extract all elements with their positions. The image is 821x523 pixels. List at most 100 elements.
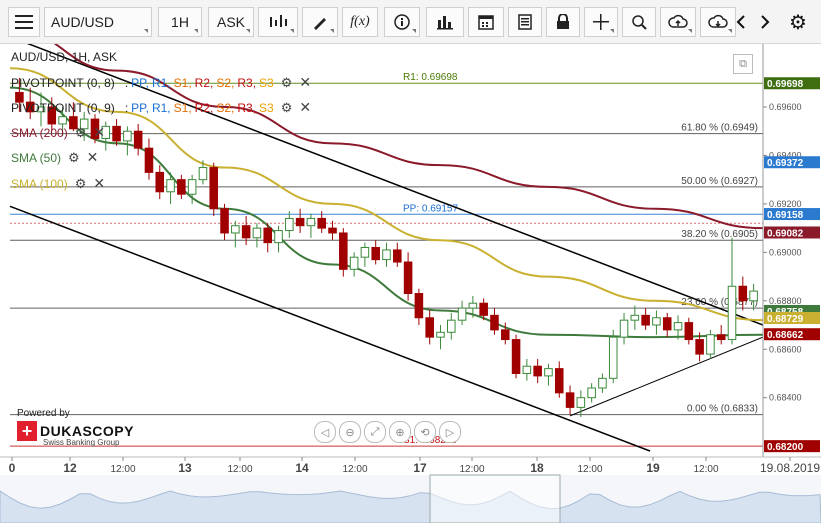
chevron-down-icon <box>194 29 198 33</box>
legend-title: AUD/USD, 1H, ASK <box>11 50 117 64</box>
settings-button[interactable]: ⚙ <box>786 7 810 37</box>
symbol-selector[interactable]: AUD/USD <box>44 7 152 37</box>
navigator-window[interactable] <box>429 474 561 523</box>
sma100-settings-gear-icon[interactable]: ⚙ <box>74 175 87 191</box>
level-label: PP: 0.69157 <box>403 203 458 214</box>
pivot1-close-icon[interactable]: ✕ <box>299 74 312 90</box>
fit-icon[interactable]: ⤢ <box>364 421 386 443</box>
brand-subtitle: Swiss Banking Group <box>43 438 120 447</box>
clipboard-icon <box>518 14 532 30</box>
timeframe-selector[interactable]: 1H <box>158 7 202 37</box>
candle-body <box>58 116 67 125</box>
price-tag <box>764 77 820 90</box>
pivot2-item: S1, <box>173 100 192 115</box>
x-tick-label: 12 <box>63 461 77 475</box>
info-button[interactable] <box>384 7 420 37</box>
candle-body <box>90 118 100 139</box>
zoom-button[interactable] <box>622 7 656 37</box>
zoom-in-icon[interactable]: ⊕ <box>389 421 411 443</box>
candle-body <box>608 336 618 379</box>
sma200-settings-gear-icon[interactable]: ⚙ <box>74 124 87 140</box>
price-tag-label: 0.68662 <box>767 330 804 341</box>
nav-left-icon[interactable]: ◁ <box>314 421 336 443</box>
volume-button[interactable] <box>426 7 464 37</box>
candle-body <box>598 377 607 389</box>
swiss-cross-icon: + <box>17 421 37 441</box>
chart-type-button[interactable] <box>258 7 298 37</box>
y-tick-label: 0.69000 <box>769 247 802 257</box>
legend-sma50: SMA (50) ⚙ ✕ <box>11 149 98 166</box>
calendar-button[interactable] <box>468 7 504 37</box>
price-chart[interactable]: R1: 0.69698 61.80 % (0.6949) 50.00 % (0.69… <box>0 44 821 523</box>
cloud-download-icon <box>708 14 728 28</box>
draw-tool-button[interactable] <box>302 7 338 37</box>
pivot1-settings-gear-icon[interactable]: ⚙ <box>280 74 293 90</box>
candle-body <box>339 232 348 270</box>
price-tag-label: 0.69158 <box>767 210 804 221</box>
price-tag <box>764 440 820 453</box>
sma50-close-icon[interactable]: ✕ <box>86 149 99 165</box>
notes-button[interactable] <box>508 7 542 37</box>
pivot2-settings-gear-icon[interactable]: ⚙ <box>280 99 293 115</box>
y-tick-label: 0.68600 <box>769 344 802 354</box>
price-tag <box>764 208 820 221</box>
x-tick-label: 12:00 <box>110 464 135 475</box>
x-tick-label: 12:00 <box>342 464 367 475</box>
reset-icon[interactable]: ⟲ <box>414 421 436 443</box>
chevron-down-icon <box>610 29 614 33</box>
pivot2-item: S2, <box>216 100 235 115</box>
price-side-selector[interactable]: ASK <box>208 7 254 37</box>
zoom-search-icon <box>632 15 647 30</box>
candle-body <box>317 217 326 229</box>
scroll-right-button[interactable] <box>754 7 776 37</box>
zoom-out-icon[interactable]: ⊖ <box>339 421 361 443</box>
candle-body <box>727 285 737 341</box>
candle-body <box>252 227 262 239</box>
sma200-label: SMA (200) <box>11 125 68 140</box>
price-tag <box>764 156 820 169</box>
candle-body <box>177 179 186 195</box>
candle-body <box>274 230 283 244</box>
info-icon <box>394 14 410 30</box>
hamburger-menu-button[interactable] <box>8 7 40 37</box>
expand-icon[interactable]: ⧉ <box>733 54 753 74</box>
function-icon: f(x) <box>350 14 370 29</box>
volume-bars-icon <box>437 16 453 30</box>
chart-type-icon <box>270 15 287 27</box>
chevron-down-icon <box>290 29 294 33</box>
candle-body <box>695 339 704 355</box>
price-tag-label: 0.69372 <box>767 158 804 169</box>
nav-right-icon[interactable]: ▷ <box>439 421 461 443</box>
pivot2-item: R1, <box>151 100 171 115</box>
crosshair-button[interactable] <box>584 7 618 37</box>
hamburger-icon <box>15 15 33 29</box>
candle-body <box>673 322 683 331</box>
candle-body <box>436 331 445 338</box>
legend-pivot2: PIVOTPOINT (0, 9) : PP, R1, S1, R2, S2, R3, S3… <box>11 99 311 116</box>
lock-button[interactable] <box>546 7 580 37</box>
candle-body <box>457 307 467 321</box>
sma50-settings-gear-icon[interactable]: ⚙ <box>68 149 80 165</box>
candle-body <box>209 167 219 210</box>
pivot2-item: S3 <box>259 100 274 115</box>
candle-body <box>231 225 240 234</box>
upload-button[interactable] <box>660 7 696 37</box>
indicators-button[interactable]: f(x) <box>342 7 378 37</box>
sma200-close-icon[interactable]: ✕ <box>93 124 106 140</box>
trend-line-lower <box>9 205 651 452</box>
download-button[interactable] <box>700 7 736 37</box>
y-tick-label: 0.68400 <box>769 393 802 403</box>
candle-body <box>619 319 629 338</box>
candle-body <box>652 317 661 326</box>
pivot2-close-icon[interactable]: ✕ <box>299 99 312 115</box>
scroll-left-button[interactable] <box>730 7 752 37</box>
toolbar: AUD/USD 1H ASK f(x) <box>0 0 821 44</box>
pivot1-item: PP, <box>131 75 149 90</box>
legend-sma200: SMA (200) ⚙ ✕ <box>11 124 105 141</box>
candle-body <box>241 225 251 239</box>
candle-body <box>641 314 650 326</box>
y-tick-label: 0.68800 <box>769 296 802 306</box>
candle-body <box>544 368 553 377</box>
calendar-icon <box>478 15 494 30</box>
sma100-close-icon[interactable]: ✕ <box>93 175 106 191</box>
